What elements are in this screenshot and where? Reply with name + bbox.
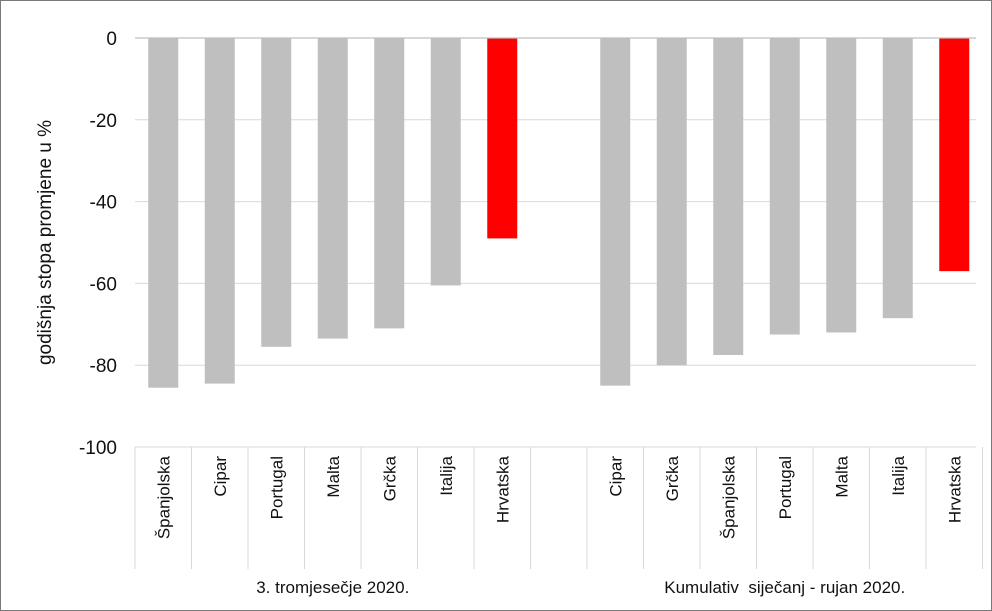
category-label: Grčka — [380, 455, 399, 501]
category-label: Italija — [437, 455, 456, 495]
bar — [487, 38, 518, 239]
category-label: Portugal — [776, 456, 795, 519]
bar — [882, 38, 913, 319]
category-label: Španjolska — [719, 455, 738, 539]
bar — [261, 38, 292, 347]
category-label: Španjolska — [154, 455, 173, 539]
category-label: Cipar — [211, 456, 230, 497]
y-tick-label: -100 — [79, 438, 117, 459]
bar — [204, 38, 235, 384]
y-axis-title: godišnja stopa promjene u % — [35, 120, 56, 365]
group-label: 3. tromjesečje 2020. — [256, 578, 409, 597]
category-label: Grčka — [663, 455, 682, 501]
y-tick-label: -60 — [90, 274, 117, 295]
category-label: Italija — [889, 455, 908, 495]
category-label: Cipar — [606, 456, 625, 497]
bar — [374, 38, 405, 329]
bar — [148, 38, 179, 388]
category-label: Portugal — [267, 456, 286, 519]
y-tick-label: -80 — [90, 356, 117, 377]
bar — [939, 38, 970, 272]
group-label: Kumulativ siječanj - rujan 2020. — [664, 578, 905, 597]
y-tick-label: -40 — [90, 193, 117, 214]
category-label: Malta — [832, 455, 851, 497]
category-label: Hrvatska — [945, 455, 964, 523]
bar — [769, 38, 800, 335]
bar — [713, 38, 744, 355]
category-label: Hrvatska — [493, 455, 512, 523]
bar — [600, 38, 631, 386]
y-tick-label: -20 — [90, 111, 117, 132]
y-tick-label: 0 — [106, 29, 117, 50]
bar — [430, 38, 461, 286]
category-label: Malta — [324, 455, 343, 497]
bar — [826, 38, 857, 333]
bar — [656, 38, 687, 366]
bar — [317, 38, 348, 339]
